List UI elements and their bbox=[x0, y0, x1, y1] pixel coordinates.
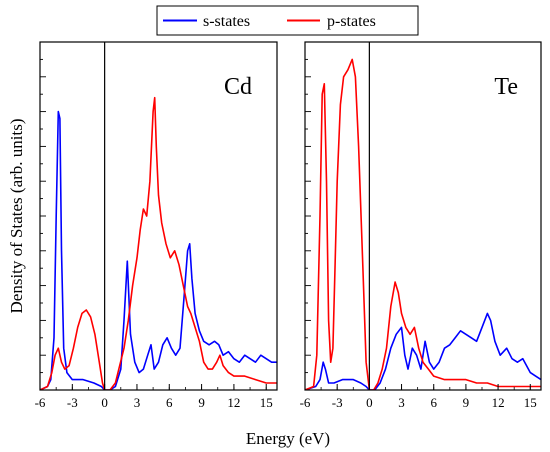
x-tick-label-te: 15 bbox=[524, 395, 537, 410]
series-line-p-states-cd bbox=[40, 96, 277, 390]
x-tick-label-cd: 3 bbox=[134, 395, 141, 410]
legend-label-s-states: s-states bbox=[203, 13, 250, 30]
panel-label-te: Te bbox=[494, 74, 518, 100]
x-tick-label-te: 12 bbox=[492, 395, 505, 410]
x-tick-label-te: -3 bbox=[332, 395, 343, 410]
x-tick-label-cd: 0 bbox=[101, 395, 108, 410]
panel-label-cd: Cd bbox=[224, 74, 252, 100]
legend: s-states p-states bbox=[156, 5, 419, 36]
x-tick-label-cd: 15 bbox=[260, 395, 273, 410]
series-line-s-states-cd bbox=[40, 110, 277, 390]
x-tick-label-te: 6 bbox=[430, 395, 437, 410]
x-tick-label-cd: -6 bbox=[35, 395, 46, 410]
panel-te: -6 -3 0 3 6 9 12 15 Te bbox=[300, 41, 542, 410]
x-tick-label-te: -6 bbox=[300, 395, 311, 410]
series-line-p-states-te bbox=[305, 58, 541, 390]
x-tick-label-te: 3 bbox=[398, 395, 405, 410]
x-tick-label-te: 9 bbox=[463, 395, 470, 410]
panel-cd: -6 -3 0 3 6 9 12 15 Cd bbox=[35, 41, 278, 410]
x-tick-label-cd: -3 bbox=[67, 395, 78, 410]
x-tick-label-cd: 9 bbox=[198, 395, 205, 410]
x-tick-label-te: 0 bbox=[366, 395, 373, 410]
y-axis-title: Density of States (arb. units) bbox=[7, 119, 26, 314]
x-tick-label-cd: 12 bbox=[227, 395, 240, 410]
x-tick-label-cd: 6 bbox=[166, 395, 173, 410]
series-line-s-states-te bbox=[305, 312, 541, 390]
legend-label-p-states: p-states bbox=[327, 13, 376, 30]
x-axis-title: Energy (eV) bbox=[246, 429, 330, 448]
